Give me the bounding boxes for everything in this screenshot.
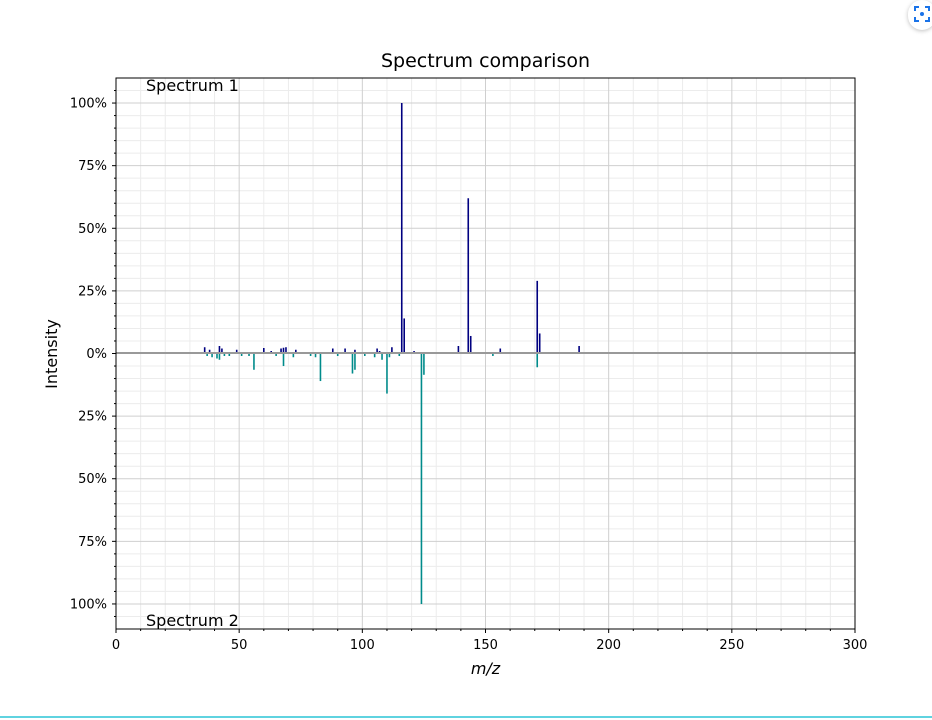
y-tick-label: 75% <box>78 535 107 550</box>
y-tick-label: 50% <box>78 472 107 487</box>
x-tick-label: 100 <box>350 638 375 653</box>
y-tick-label: 100% <box>70 597 107 612</box>
x-tick-label: 250 <box>719 638 744 653</box>
bottom-accent-bar <box>0 716 932 718</box>
axis-ticks <box>112 90 856 633</box>
x-tick-label: 50 <box>231 638 248 653</box>
y-tick-label: 50% <box>78 222 107 237</box>
axis-tick-labels: 0 50 100 150 200 250 300 100% 75% 50% 25% 0% 25% 50% 7… <box>70 97 868 653</box>
spectrum-2-label: Spectrum 2 <box>146 611 239 630</box>
x-tick-label: 150 <box>473 638 498 653</box>
y-axis-label: Intensity <box>42 319 61 389</box>
chart-title: Spectrum comparison <box>381 50 590 72</box>
y-tick-label: 100% <box>70 97 107 112</box>
y-tick-label: 0% <box>86 347 107 362</box>
x-tick-label: 0 <box>112 638 120 653</box>
y-tick-label: 25% <box>78 284 107 299</box>
x-axis-label: m/z <box>471 659 501 678</box>
y-tick-label: 25% <box>78 410 107 425</box>
spectrum-1-label: Spectrum 1 <box>146 76 239 95</box>
screenshot-tool-button[interactable] <box>908 0 932 30</box>
capture-icon <box>914 6 930 22</box>
x-tick-label: 200 <box>596 638 621 653</box>
spectrum-2-peaks <box>206 353 539 604</box>
y-tick-label: 75% <box>78 159 107 174</box>
x-tick-label: 300 <box>843 638 868 653</box>
